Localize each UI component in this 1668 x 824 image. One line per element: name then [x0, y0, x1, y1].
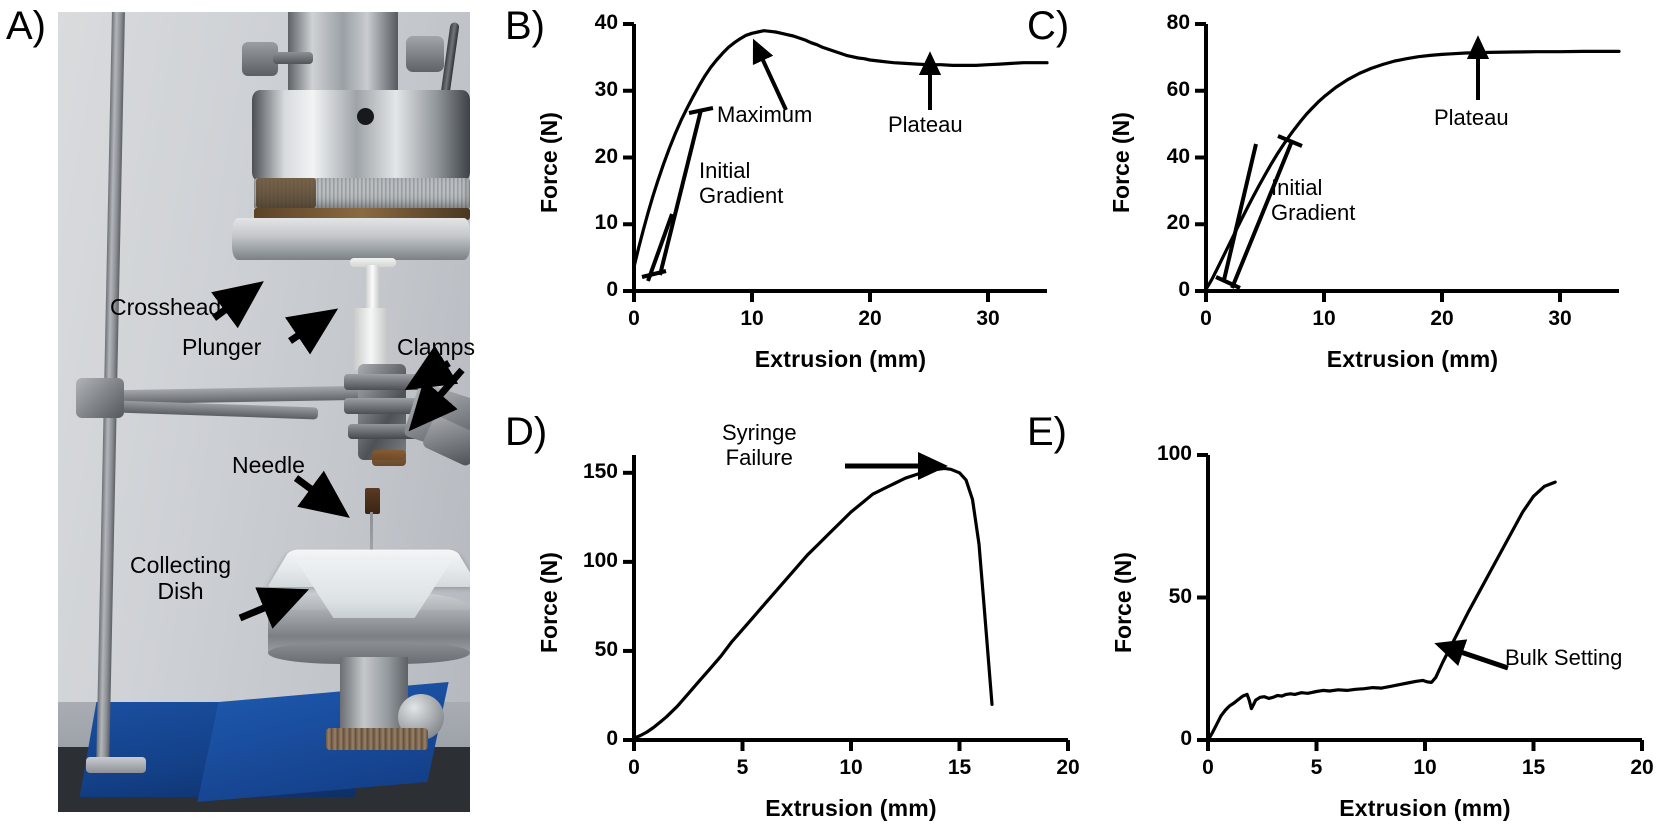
- panel-letter-e: E): [1027, 410, 1067, 454]
- x-tick-label: 0: [1200, 307, 1212, 330]
- label-crosshead: Crosshead: [110, 294, 222, 320]
- x-tick-label: 15: [947, 756, 972, 779]
- x-tick-label: 20: [1056, 756, 1080, 779]
- y-tick-label: 40: [1166, 144, 1190, 168]
- label-plunger: Plunger: [182, 334, 262, 360]
- x-tick-label: 0: [628, 756, 640, 779]
- apparatus-photograph: [58, 12, 470, 812]
- y-tick-label: 40: [594, 11, 618, 34]
- x-tick-label: 5: [1310, 756, 1323, 779]
- x-tick-label: 30: [976, 307, 1000, 330]
- photo-thumbscrew-left: [242, 42, 278, 76]
- photo-lower-platen-bottom: [268, 642, 470, 664]
- panel-letter-d: D): [505, 410, 548, 454]
- panel-a-arrows: [211, 281, 465, 629]
- x-tick-label: 20: [1430, 307, 1454, 330]
- photo-plunger-flange: [350, 258, 396, 267]
- annotation-initial-gradient-c: Initial Gradient: [1271, 175, 1356, 225]
- y-tick-label: 0: [606, 278, 618, 301]
- y-tick-label: 80: [1166, 11, 1190, 34]
- y-tick-label: 150: [582, 459, 618, 483]
- photo-syringe-barrel: [354, 308, 388, 370]
- y-tick-label: 100: [582, 548, 618, 572]
- y-tick-label: 100: [1156, 442, 1192, 465]
- y-tick-label: 20: [1166, 211, 1190, 235]
- label-clamps: Clamps: [397, 334, 475, 360]
- panel-letter-c: C): [1027, 4, 1070, 48]
- annotation-plateau-b: Plateau: [888, 112, 963, 137]
- x-tick-label: 20: [1630, 756, 1654, 779]
- photo-collar-ring: [254, 208, 470, 220]
- x-tick-label: 0: [1202, 756, 1214, 779]
- photo-clamp-jaw-3: [348, 424, 418, 439]
- photo-thumbscrew-right: [406, 36, 444, 72]
- annotation-syringe-failure-d: Syringe Failure: [722, 420, 797, 470]
- photo-needle-hub: [365, 488, 380, 514]
- photo-collar-residue: [256, 178, 316, 208]
- photo-load-cell-port: [357, 108, 374, 125]
- y-tick-label: 50: [594, 637, 618, 661]
- annotation-initial-gradient-b: Initial Gradient: [699, 158, 784, 208]
- annotation-bulk-setting-e: Bulk Setting: [1505, 645, 1623, 670]
- annotation-maximum-b: Maximum: [717, 102, 813, 127]
- photo-clamp-jaw-2: [344, 398, 422, 414]
- x-tick-label: 15: [1521, 756, 1546, 779]
- y-tick-label: 0: [606, 727, 618, 750]
- x-tick-label: 0: [628, 307, 640, 330]
- y-tick-label: 0: [1180, 727, 1192, 750]
- label-collecting-dish: Collecting Dish: [130, 552, 231, 604]
- photo-thumbscrew-left-shaft: [273, 52, 313, 64]
- x-tick-label: 10: [1312, 307, 1336, 330]
- photo-retort-stand-base: [86, 757, 146, 773]
- y-tick-label: 0: [1178, 278, 1190, 301]
- photo-rust-spot: [372, 450, 406, 466]
- x-axis-title: Extrusion (mm): [754, 346, 927, 372]
- y-tick-label: 50: [1168, 584, 1192, 608]
- y-tick-label: 30: [594, 77, 618, 101]
- panel-letter-b: B): [505, 4, 545, 48]
- x-tick-label: 30: [1548, 307, 1572, 330]
- x-axis-title: Extrusion (mm): [765, 795, 937, 821]
- photo-clamp-jaw-1: [344, 374, 422, 390]
- x-tick-label: 10: [740, 307, 764, 330]
- x-tick-label: 20: [858, 307, 882, 330]
- x-tick-label: 10: [839, 756, 863, 779]
- x-tick-label: 10: [1413, 756, 1437, 779]
- x-tick-label: 5: [736, 756, 749, 779]
- photo-crosshead-plate: [232, 218, 470, 260]
- panel-letter-a: A): [6, 4, 46, 48]
- photo-pedestal: [340, 657, 408, 732]
- x-axis-title: Extrusion (mm): [1339, 795, 1511, 821]
- y-tick-label: 60: [1166, 77, 1190, 101]
- photo-boss-head-left: [76, 378, 124, 418]
- x-axis-title: Extrusion (mm): [1326, 346, 1499, 372]
- y-tick-label: 10: [594, 211, 618, 235]
- label-needle: Needle: [232, 452, 305, 478]
- annotation-plateau-c: Plateau: [1434, 105, 1509, 130]
- photo-pedestal-base: [326, 728, 428, 750]
- photo-plunger-rod: [366, 265, 379, 313]
- photo-load-cell-body: [252, 90, 470, 182]
- y-tick-label: 20: [594, 144, 618, 168]
